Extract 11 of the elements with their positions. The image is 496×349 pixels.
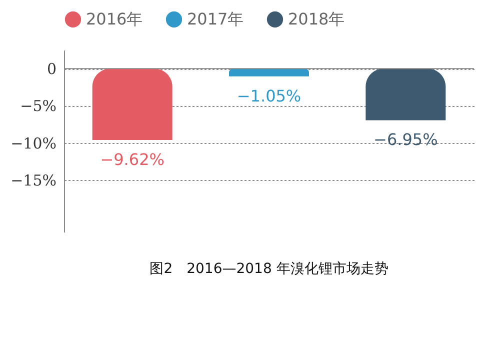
legend-label: 2018年 <box>288 9 345 28</box>
text: 图2 2016—2018 年溴化锂市场走势 <box>150 261 388 277</box>
data-label: −6.95% <box>374 130 438 150</box>
y-tick-label: 0 <box>46 60 56 78</box>
data-label: −9.62% <box>100 150 164 170</box>
y-tick-label: −5% <box>20 97 56 116</box>
data-label: −1.05% <box>236 86 302 106</box>
y-tick-label: −15% <box>10 172 56 190</box>
legend-label: 2016年 <box>86 9 143 28</box>
y-tick-label: −10% <box>10 134 56 152</box>
legend-label: 2017年 <box>187 9 244 28</box>
